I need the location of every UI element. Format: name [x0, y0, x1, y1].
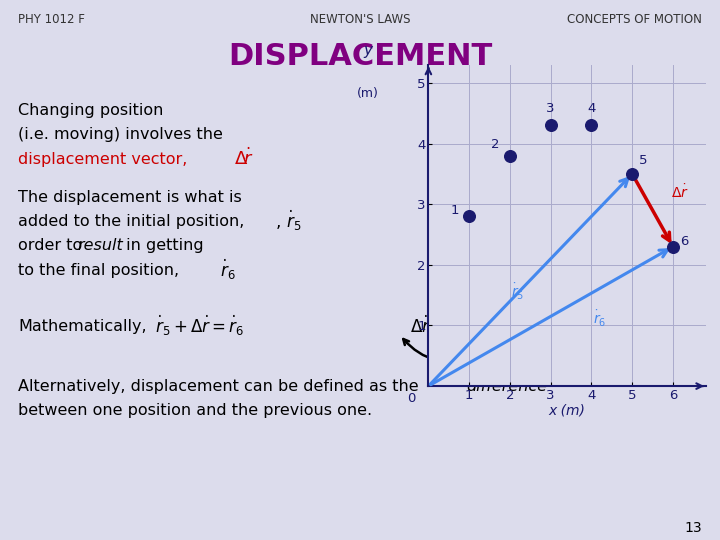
- Text: (m): (m): [356, 87, 378, 100]
- Text: NEWTON'S LAWS: NEWTON'S LAWS: [310, 14, 410, 26]
- Text: Alternatively, displacement can be defined as the: Alternatively, displacement can be defin…: [18, 379, 424, 394]
- Text: 2: 2: [492, 138, 500, 151]
- Text: 3: 3: [546, 102, 555, 115]
- Point: [667, 242, 679, 251]
- Text: $\Delta\dot{r} = \dot{r}_6 - \dot{r}_5$: $\Delta\dot{r} = \dot{r}_6 - \dot{r}_5$: [410, 314, 500, 338]
- Text: order to: order to: [18, 238, 87, 253]
- Text: y: y: [363, 43, 372, 58]
- Text: DISPLACEMENT: DISPLACEMENT: [228, 42, 492, 71]
- Text: (i.e. moving) involves the: (i.e. moving) involves the: [18, 127, 223, 143]
- Point: [545, 121, 557, 130]
- Text: The displacement is what is: The displacement is what is: [18, 190, 242, 205]
- Text: added to the initial position,: added to the initial position,: [18, 214, 244, 229]
- Text: 1: 1: [451, 204, 459, 217]
- Text: 13: 13: [685, 521, 702, 535]
- Point: [464, 212, 475, 221]
- Text: $\Delta\!\dot{r}$: $\Delta\!\dot{r}$: [234, 148, 253, 170]
- Text: in getting: in getting: [121, 238, 204, 253]
- Text: $\dot{r}_5 + \Delta\dot{r} = \dot{r}_6$: $\dot{r}_5 + \Delta\dot{r} = \dot{r}_6$: [155, 314, 244, 338]
- Text: $\dot{r}_6$: $\dot{r}_6$: [593, 309, 606, 329]
- Text: 5: 5: [639, 154, 648, 167]
- Text: PHY 1012 F: PHY 1012 F: [18, 14, 85, 26]
- Text: Mathematically,: Mathematically,: [18, 319, 147, 334]
- Text: 6: 6: [680, 235, 688, 248]
- Text: difference: difference: [467, 379, 547, 394]
- Text: to the final position,: to the final position,: [18, 262, 179, 278]
- Text: displacement vector,: displacement vector,: [18, 152, 187, 167]
- Text: $\dot{r}_6$: $\dot{r}_6$: [220, 258, 235, 281]
- Point: [504, 151, 516, 160]
- Text: Changing position: Changing position: [18, 103, 163, 118]
- X-axis label: x (m): x (m): [549, 403, 585, 417]
- Text: $,\,\dot{r}_5$: $,\,\dot{r}_5$: [275, 209, 302, 233]
- Text: $\dot{r}_5$: $\dot{r}_5$: [511, 282, 525, 302]
- Text: between one position and the previous one.: between one position and the previous on…: [18, 403, 372, 418]
- Text: $\Delta\dot{r}$: $\Delta\dot{r}$: [671, 183, 689, 201]
- Point: [626, 170, 638, 178]
- Text: 0: 0: [408, 393, 416, 406]
- Text: 4: 4: [588, 102, 595, 115]
- Text: result: result: [78, 238, 124, 253]
- Point: [585, 121, 597, 130]
- Text: CONCEPTS OF MOTION: CONCEPTS OF MOTION: [567, 14, 702, 26]
